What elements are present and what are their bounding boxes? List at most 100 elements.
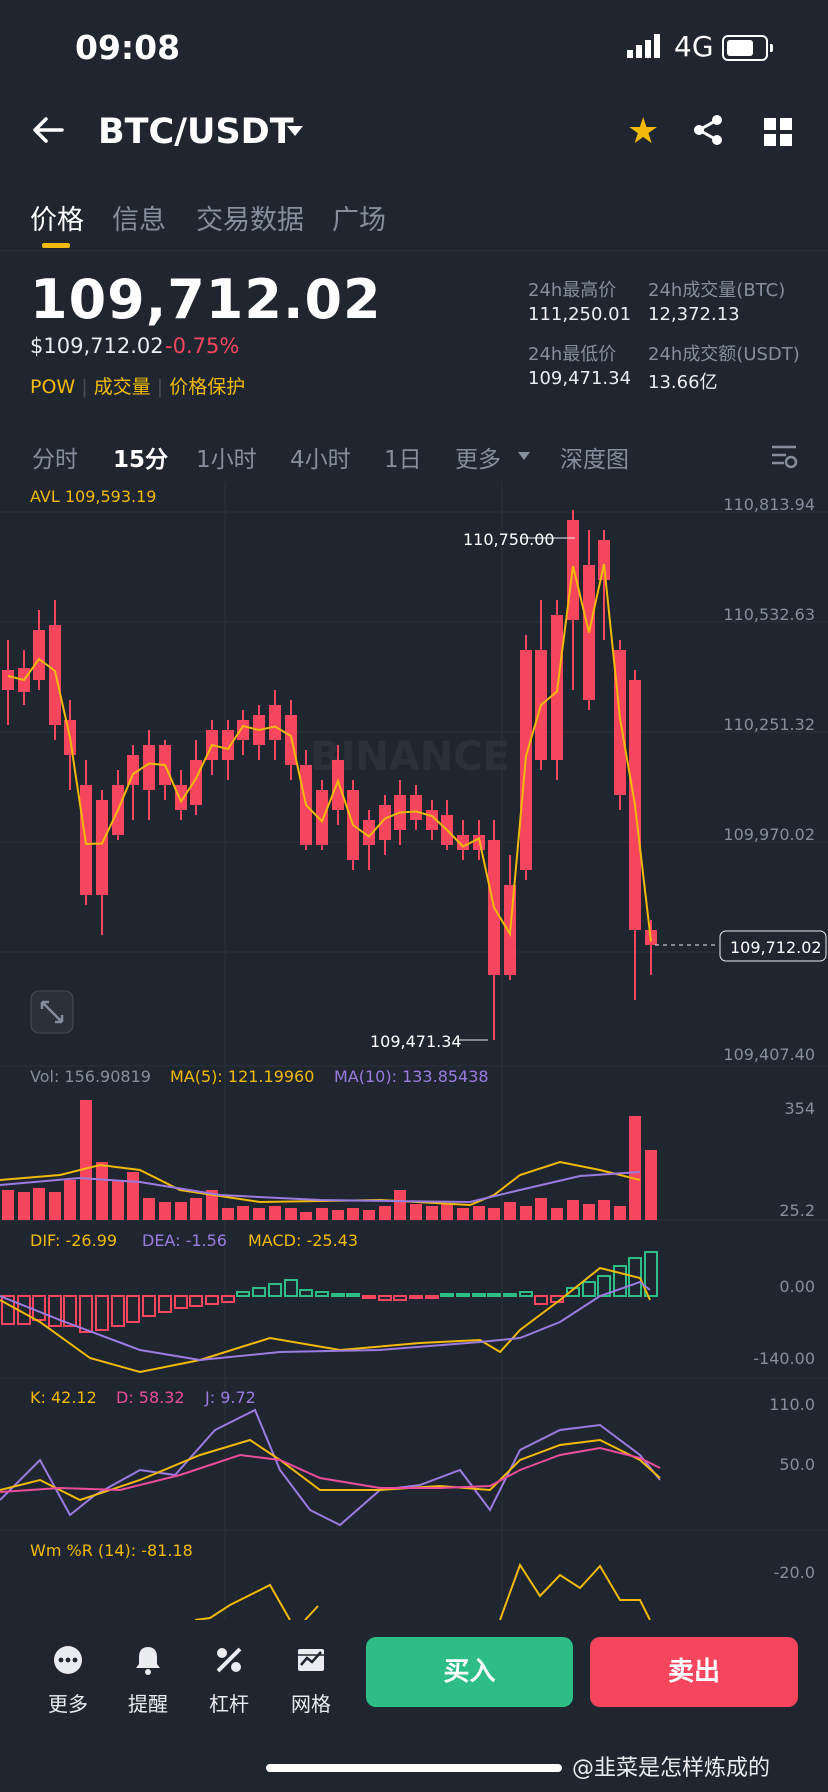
pair-title[interactable]: BTC/USDT [98, 112, 294, 152]
interval-1h[interactable]: 1小时 [196, 447, 257, 473]
buy-button[interactable]: 买入 [366, 1637, 573, 1707]
macd-histogram-bar [268, 1283, 282, 1297]
tab-square[interactable]: 广场 [332, 205, 386, 236]
macd-histogram-bar [63, 1295, 77, 1327]
volume-axis-top: 354 [784, 1099, 815, 1118]
macd-histogram-bar [315, 1291, 329, 1297]
pair-dropdown-caret-icon[interactable] [287, 126, 303, 136]
more-dots-icon [54, 1646, 82, 1674]
price-axis-label: 110,813.94 [723, 495, 815, 514]
usd-price: $109,712.02 [30, 334, 164, 358]
macd-histogram-bar [158, 1295, 172, 1313]
tab-price[interactable]: 价格 [30, 205, 84, 236]
volume-bar [567, 1200, 579, 1220]
volume-bar [143, 1198, 155, 1220]
candle-body [143, 745, 155, 790]
candle-body [363, 820, 375, 845]
wr-legend: Wm %R (14): -81.18 [30, 1541, 193, 1560]
author-watermark: @韭菜是怎样炼成的 [572, 1756, 771, 1781]
price-axis-label: 109,970.02 [723, 825, 815, 844]
kdj-legend: K: 42.12 [30, 1388, 97, 1407]
volume-bar [583, 1204, 595, 1220]
high-marker-label: 110,750.00 [463, 530, 555, 549]
volume-bar [426, 1206, 438, 1220]
kdj-k-line [0, 1438, 661, 1502]
interval-15m[interactable]: 15分 [113, 447, 169, 473]
tag-volume[interactable]: 成交量 [93, 376, 151, 398]
favorite-star-icon[interactable]: ★ [627, 111, 660, 152]
macd-histogram-bar [205, 1295, 219, 1305]
macd-histogram-bar [299, 1289, 313, 1297]
volume-bar [379, 1206, 391, 1220]
top-tabs: 价格 信息 交易数据 广场 [0, 190, 828, 251]
macd-axis-bottom: -140.00 [753, 1349, 815, 1368]
macd-histogram-bar [644, 1251, 658, 1297]
price-axis-label: 109,407.40 [723, 1045, 815, 1064]
macd-histogram-bar [472, 1293, 486, 1297]
kdj-legend: J: 9.72 [204, 1388, 256, 1407]
fullscreen-expand-icon[interactable] [30, 990, 74, 1034]
low-value: 109,471.34 [528, 368, 632, 389]
bottom-leverage-label: 杠杆 [209, 1692, 249, 1716]
chart-settings-icon[interactable] [770, 442, 798, 470]
interval-depth[interactable]: 深度图 [560, 447, 629, 473]
macd-histogram-bar [393, 1295, 407, 1301]
macd-histogram-bar [456, 1293, 470, 1297]
bottom-alert[interactable]: 提醒 [118, 1640, 178, 1717]
candle-body [316, 790, 328, 845]
volume-bar [206, 1190, 218, 1220]
volume-bar [80, 1100, 92, 1220]
back-arrow-icon[interactable] [30, 112, 66, 148]
low-label: 24h最低价 [528, 344, 617, 365]
macd-histogram-bar [284, 1279, 298, 1297]
price-axis-label: 110,532.63 [723, 605, 815, 624]
wr-line-2 [304, 1605, 319, 1620]
grid-menu-icon[interactable] [764, 118, 792, 146]
macd-histogram-bar [79, 1295, 93, 1333]
macd-histogram-bar [126, 1295, 140, 1323]
macd-legend: MACD: -25.43 [248, 1231, 358, 1250]
active-tab-indicator [42, 243, 70, 248]
volume-bar [112, 1180, 124, 1220]
tab-trading-data[interactable]: 交易数据 [196, 205, 304, 236]
tag-pow[interactable]: POW [30, 376, 76, 398]
candle-body [457, 835, 469, 850]
macd-histogram-bar [95, 1295, 109, 1331]
interval-4h[interactable]: 4小时 [290, 447, 351, 473]
volume-bar [473, 1206, 485, 1220]
bottom-leverage[interactable]: 杠杆 [199, 1640, 259, 1717]
share-icon[interactable] [693, 114, 723, 146]
volume-bar [127, 1172, 139, 1220]
volume-bar [614, 1206, 626, 1220]
current-price-tag-box [719, 930, 827, 962]
macd-histogram-bar [566, 1287, 580, 1297]
macd-histogram-bar [613, 1265, 627, 1297]
tag-price-protection[interactable]: 价格保护 [169, 376, 246, 398]
macd-histogram-bar [111, 1295, 125, 1327]
home-indicator[interactable] [266, 1764, 562, 1772]
bell-icon [136, 1647, 160, 1675]
interval-timeline[interactable]: 分时 [32, 447, 78, 473]
kdj-axis-mid: 50.0 [779, 1455, 815, 1474]
volume-bar [190, 1198, 202, 1220]
volume-bar [410, 1204, 422, 1220]
volume-bar [96, 1162, 108, 1220]
interval-1d[interactable]: 1日 [384, 447, 422, 473]
volume-bar [316, 1208, 328, 1220]
macd-histogram-bar [362, 1295, 376, 1299]
volume-bar [598, 1200, 610, 1220]
volume-bar [253, 1208, 265, 1220]
bottom-more[interactable]: 更多 [38, 1640, 98, 1717]
bottom-grid[interactable]: 网格 [281, 1640, 341, 1717]
interval-more[interactable]: 更多 [455, 447, 501, 473]
more-caret-icon[interactable] [518, 452, 530, 460]
bottom-grid-label: 网格 [291, 1692, 331, 1716]
volume-bar [457, 1208, 469, 1220]
sell-button[interactable]: 卖出 [590, 1637, 798, 1707]
macd-histogram-bar [32, 1295, 46, 1321]
macd-histogram-bar [48, 1295, 62, 1327]
volume-bar [49, 1192, 61, 1220]
tab-info[interactable]: 信息 [112, 205, 166, 236]
kline-chart[interactable]: BINANCE 110,750.00109,471.34109,712.0211… [0, 480, 828, 1620]
grid-trading-icon [298, 1649, 324, 1671]
